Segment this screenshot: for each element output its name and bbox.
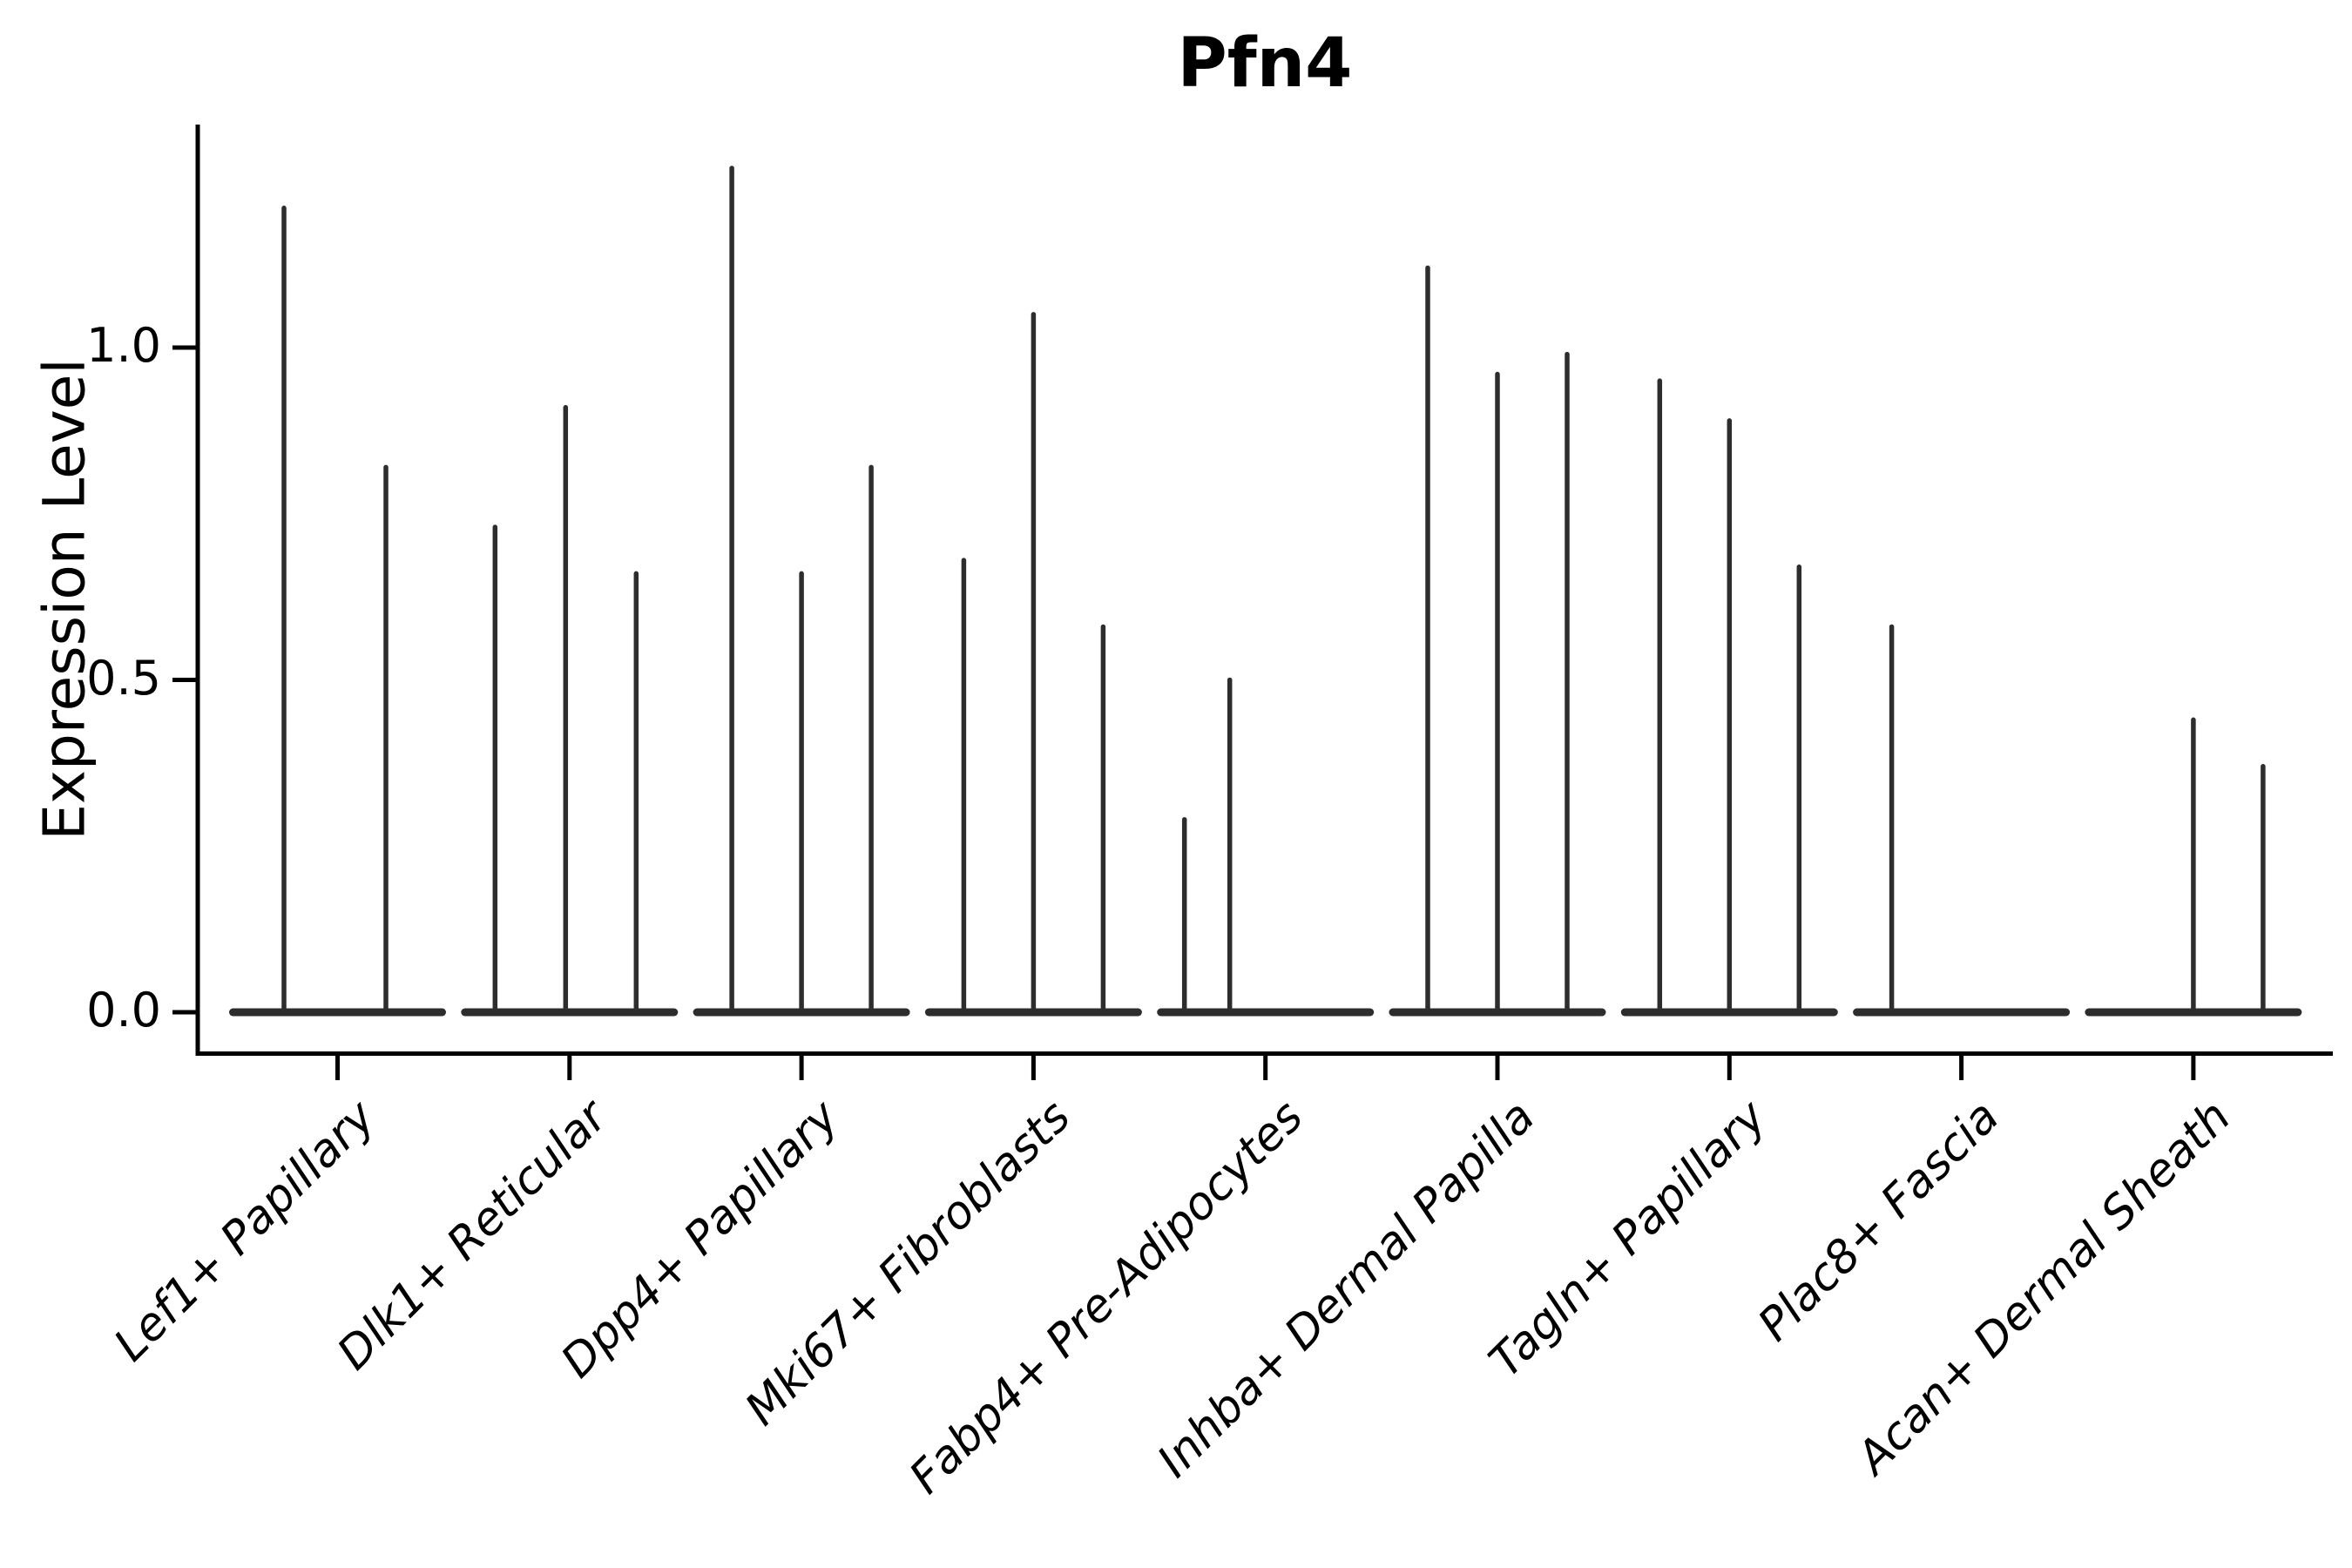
y-axis-label: Expression Level [30, 358, 98, 841]
chart-title: Pfn4 [1177, 24, 1353, 103]
y-tick-label: 1.0 [86, 317, 161, 373]
y-tick-label: 0.0 [86, 982, 161, 1037]
y-tick-label: 0.5 [86, 650, 161, 706]
